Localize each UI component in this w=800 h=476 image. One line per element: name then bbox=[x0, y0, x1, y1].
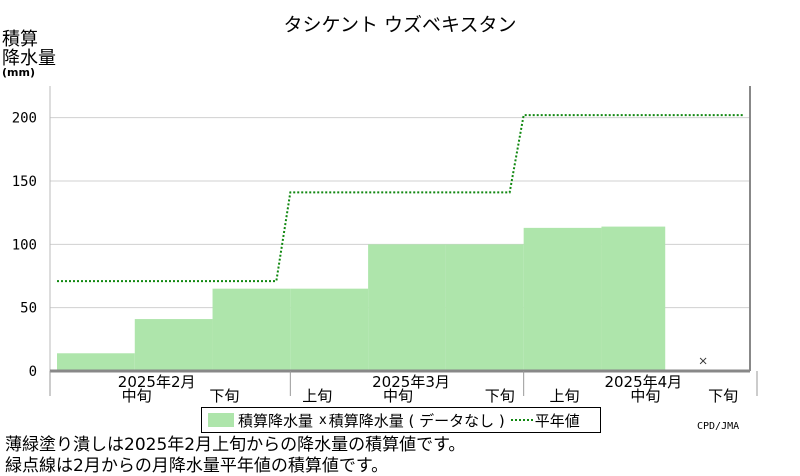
y-tick-label: 50 bbox=[20, 301, 37, 317]
x-tick-label: 上旬 bbox=[302, 387, 332, 405]
bar bbox=[290, 288, 369, 371]
y-tick-label: 0 bbox=[29, 364, 37, 380]
x-tick-label: 下旬 bbox=[209, 387, 239, 405]
bar bbox=[445, 244, 524, 371]
y-tick-label: 200 bbox=[12, 111, 37, 127]
legend-label-bar: 積算降水量 bbox=[238, 411, 314, 430]
legend: 積算降水量 x 積算降水量 ( データなし ) 平年値 bbox=[201, 407, 601, 433]
x-tick-label: 2025年4月 bbox=[604, 373, 682, 391]
bar bbox=[134, 319, 213, 371]
y-axis-label: 積算 降水量 bbox=[2, 30, 56, 68]
x-tick-label: 中旬 bbox=[630, 387, 660, 405]
y-tick-label: 100 bbox=[12, 237, 37, 253]
x-tick-label: 上旬 bbox=[550, 387, 580, 405]
x-tick-label: 下旬 bbox=[485, 387, 515, 405]
x-tick-label: 中旬 bbox=[122, 387, 152, 405]
legend-label-normal: 平年値 bbox=[534, 411, 580, 430]
bar bbox=[57, 353, 135, 371]
bar bbox=[212, 288, 291, 371]
no-data-marker bbox=[699, 357, 707, 365]
y-axis-label-line: 降水量 bbox=[2, 48, 56, 69]
bar-series bbox=[57, 226, 666, 371]
y-axis-label-line: 積算 bbox=[2, 29, 38, 50]
x-tick-label: 2025年3月 bbox=[372, 373, 450, 391]
x-tick-label: 下旬 bbox=[708, 387, 738, 405]
no-data-markers bbox=[699, 357, 707, 365]
note-line-2: 緑点線は2月からの月降水量平年値の積算値です。 bbox=[5, 456, 389, 476]
x-tick-label: 中旬 bbox=[383, 387, 413, 405]
plot-frame bbox=[49, 86, 758, 396]
legend-swatch-bar bbox=[208, 413, 234, 427]
bar bbox=[368, 244, 446, 371]
legend-label-nodata: 積算降水量 ( データなし ) bbox=[328, 411, 505, 430]
legend-swatch-dotted-line bbox=[510, 419, 533, 421]
y-axis-unit: (mm) bbox=[2, 66, 35, 79]
legend-marker-x: x bbox=[319, 412, 327, 428]
y-tick-labels: 0 50 100 150 200 bbox=[12, 111, 37, 380]
no-data-marker-stroke bbox=[699, 357, 707, 365]
chart-title: タシケント ウズベキスタン bbox=[283, 14, 517, 36]
x-tick-label: 2025年2月 bbox=[118, 373, 196, 391]
bar bbox=[601, 226, 666, 371]
credit-text: CPD/JMA bbox=[697, 421, 740, 432]
y-tick-label: 150 bbox=[12, 174, 37, 190]
note-line-1: 薄緑塗り潰しは2025年2月上旬からの降水量の積算値です。 bbox=[5, 435, 466, 455]
bar bbox=[523, 227, 602, 371]
